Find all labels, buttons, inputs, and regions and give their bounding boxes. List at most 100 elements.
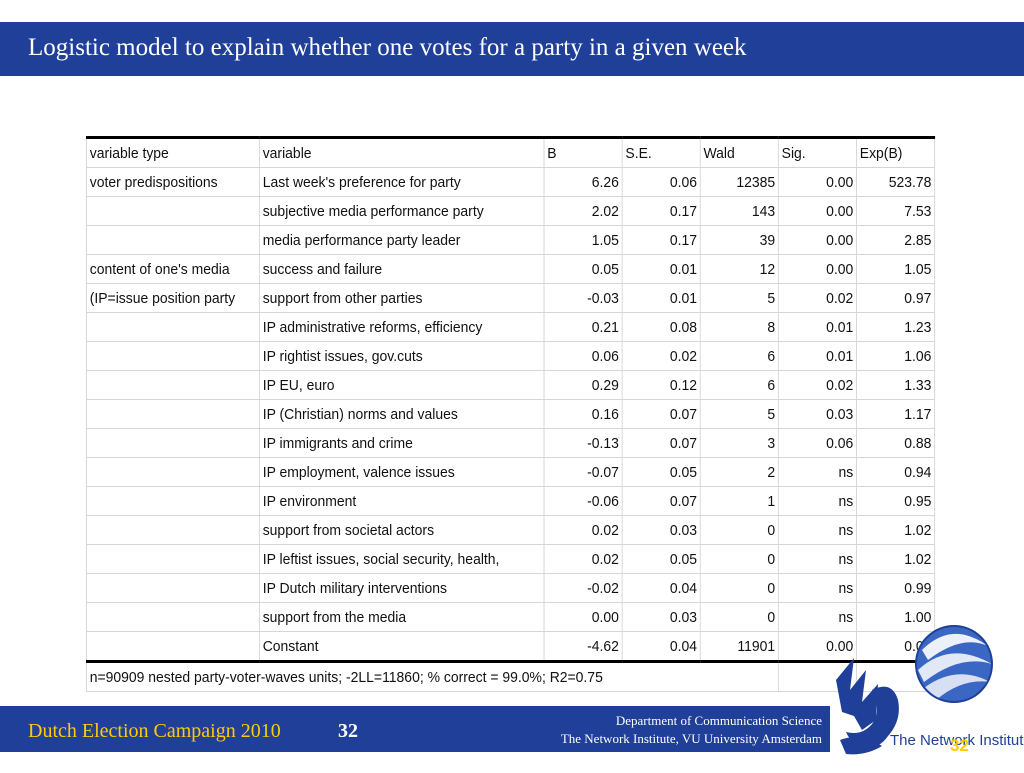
table-row: IP employment, valence issues -0.07 0.05 2 n… — [85, 457, 936, 487]
table-cell: 8 — [699, 312, 779, 342]
table-cell: 0.03 — [777, 399, 857, 429]
table-cell: 0 — [699, 602, 779, 632]
table-row: IP (Christian) norms and values 0.16 0.07 5… — [85, 399, 936, 429]
table-cell: 12 — [699, 254, 779, 284]
table-cell: 0.00 — [777, 167, 857, 197]
table-cell: ns — [777, 544, 857, 574]
table-cell: 0.02 — [777, 370, 857, 400]
table-row: voter predispositions Last week's prefere… — [85, 167, 936, 197]
footer-bar: Dutch Election Campaign 2010 32 Departme… — [0, 706, 830, 752]
table-cell: 0.04 — [621, 573, 701, 603]
table-cell: 0.05 — [621, 457, 701, 487]
table-cell: IP rightist issues, gov.cuts — [258, 341, 545, 371]
institute-label: The Network Institute, VU University Ams… — [560, 731, 822, 746]
table-cell: subjective media performance party — [258, 196, 545, 226]
table-cell: 0.08 — [621, 312, 701, 342]
logo-area — [832, 620, 1024, 768]
table-cell — [85, 486, 260, 516]
table-cell: 5 — [699, 283, 779, 313]
footer-affiliation: Department of Communication Science The … — [561, 712, 822, 748]
table-cell: 0.00 — [777, 196, 857, 226]
table-cell: 0.07 — [621, 428, 701, 458]
department-label: Department of Communication Science — [615, 713, 822, 728]
table-cell: 12385 — [699, 167, 779, 197]
table-cell — [85, 225, 260, 255]
regression-table-container: variable type variable B S.E. Wald Sig. Exp(B)… — [85, 136, 936, 692]
table-cell: 0.02 — [543, 544, 623, 574]
table-cell: Constant — [258, 631, 545, 663]
table-cell — [85, 515, 260, 545]
table-cell: 0.02 — [543, 515, 623, 545]
table-cell: 1.23 — [856, 312, 936, 342]
table-cell: 1.02 — [856, 544, 936, 574]
table-cell: 0.16 — [543, 399, 623, 429]
table-cell: 0.07 — [621, 399, 701, 429]
table-cell: 0.97 — [856, 283, 936, 313]
table-cell: ns — [777, 457, 857, 487]
regression-table: variable type variable B S.E. Wald Sig. Exp(B)… — [85, 136, 936, 692]
title-bar: Logistic model to explain whether one vo… — [0, 22, 1024, 76]
table-cell: 0.06 — [621, 167, 701, 197]
table-cell — [85, 196, 260, 226]
table-cell: content of one's media — [85, 254, 260, 284]
table-cell: 0.00 — [777, 254, 857, 284]
table-cell: 1.05 — [856, 254, 936, 284]
table-cell: IP environment — [258, 486, 545, 516]
table-cell: IP (Christian) norms and values — [258, 399, 545, 429]
table-cell: 2.02 — [543, 196, 623, 226]
table-cell: IP leftist issues, social security, heal… — [258, 544, 545, 574]
table-cell: 0.06 — [543, 341, 623, 371]
table-cell: (IP=issue position party — [85, 283, 260, 313]
table-cell: 1.05 — [543, 225, 623, 255]
table-cell: media performance party leader — [258, 225, 545, 255]
table-row: IP rightist issues, gov.cuts 0.06 0.02 6 0.0… — [85, 341, 936, 371]
table-header-cell: S.E. — [621, 136, 701, 168]
table-header-cell: B — [543, 136, 623, 168]
table-cell: 6 — [699, 370, 779, 400]
griffin-icon — [836, 658, 899, 755]
table-cell: 1.06 — [856, 341, 936, 371]
table-cell: 0.95 — [856, 486, 936, 516]
table-cell: -0.03 — [543, 283, 623, 313]
network-institute-logo — [836, 625, 993, 755]
table-cell: 0.12 — [621, 370, 701, 400]
table-cell: 0.04 — [621, 631, 701, 663]
table-row: IP Dutch military interventions -0.02 0.04… — [85, 573, 936, 603]
table-cell: 0.03 — [621, 515, 701, 545]
table-row: IP administrative reforms, efficiency 0.2… — [85, 312, 936, 342]
table-cell: 7.53 — [856, 196, 936, 226]
table-cell — [85, 312, 260, 342]
slide-title: Logistic model to explain whether one vo… — [28, 34, 747, 61]
table-cell — [85, 428, 260, 458]
table-cell: -0.07 — [543, 457, 623, 487]
table-cell: 0.01 — [777, 341, 857, 371]
table-cell: IP immigrants and crime — [258, 428, 545, 458]
table-cell: IP administrative reforms, efficiency — [258, 312, 545, 342]
table-cell: 39 — [699, 225, 779, 255]
table-header-cell: Wald — [699, 136, 779, 168]
table-cell — [85, 573, 260, 603]
table-cell — [85, 457, 260, 487]
table-cell: 1 — [699, 486, 779, 516]
table-cell: ns — [777, 486, 857, 516]
table-cell: 0.17 — [621, 225, 701, 255]
table-cell: 1.00 — [856, 602, 936, 632]
table-row: IP immigrants and crime -0.13 0.07 3 0.06 0.8… — [85, 428, 936, 458]
table-cell — [85, 631, 260, 663]
table-cell: -4.62 — [543, 631, 623, 663]
table-row: IP environment -0.06 0.07 1 ns 0.95 — [85, 486, 936, 516]
table-header-cell: Sig. — [777, 136, 857, 168]
table-cell: 0.88 — [856, 428, 936, 458]
table-cell: success and failure — [258, 254, 545, 284]
table-cell: 0.05 — [621, 544, 701, 574]
table-cell: IP Dutch military interventions — [258, 573, 545, 603]
table-cell — [85, 399, 260, 429]
table-cell: 143 — [699, 196, 779, 226]
table-cell: 11901 — [699, 631, 779, 663]
table-cell: Last week's preference for party — [258, 167, 545, 197]
table-cell — [85, 370, 260, 400]
table-cell: 1.17 — [856, 399, 936, 429]
table-row: Constant -4.62 0.04 11901 0.00 0.01 — [85, 631, 936, 663]
table-row: support from societal actors 0.02 0.03 0 ns 1… — [85, 515, 936, 545]
table-row: subjective media performance party 2.02 0.… — [85, 196, 936, 226]
